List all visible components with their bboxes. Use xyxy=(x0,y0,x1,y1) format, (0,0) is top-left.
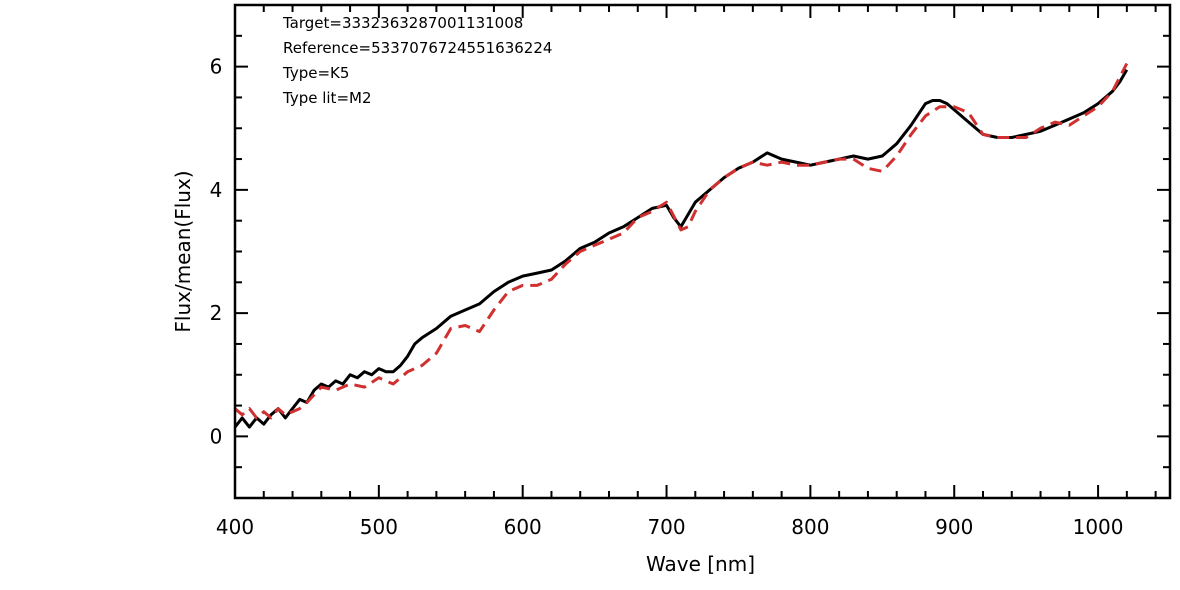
series-line-target xyxy=(233,68,1129,429)
x-axis-label: Wave [nm] xyxy=(646,552,755,576)
y-tick-label: 4 xyxy=(210,178,223,202)
y-axis-label: Flux/mean(Flux) xyxy=(171,170,195,332)
y-tick-label: 6 xyxy=(210,55,223,79)
annotations: Target=3332363287001131008 Reference=5337… xyxy=(282,14,552,107)
x-tick-label: 900 xyxy=(935,515,973,539)
series-line-reference xyxy=(234,62,1129,420)
x-tick-label: 1000 xyxy=(1073,515,1124,539)
x-tick-label: 600 xyxy=(504,515,542,539)
x-tick-label: 500 xyxy=(360,515,398,539)
x-tick-label: 400 xyxy=(216,515,254,539)
annotation-line-1: Target=3332363287001131008 xyxy=(282,14,523,32)
annotation-line-3: Type=K5 xyxy=(282,64,349,82)
y-tick-label: 2 xyxy=(210,301,223,325)
plot-frame xyxy=(233,3,1172,500)
x-tick-label: 800 xyxy=(791,515,829,539)
axes-layer: 400 500 600 700 800 900 1000 0 2 4 6 Wave [nm] Flux/… xyxy=(171,3,1172,576)
annotation-line-4: Type lit=M2 xyxy=(282,89,372,107)
y-tick-label: 0 xyxy=(210,424,223,448)
series-layer xyxy=(233,62,1129,429)
x-tick-label: 700 xyxy=(647,515,685,539)
annotation-line-2: Reference=5337076724551636224 xyxy=(283,39,552,57)
